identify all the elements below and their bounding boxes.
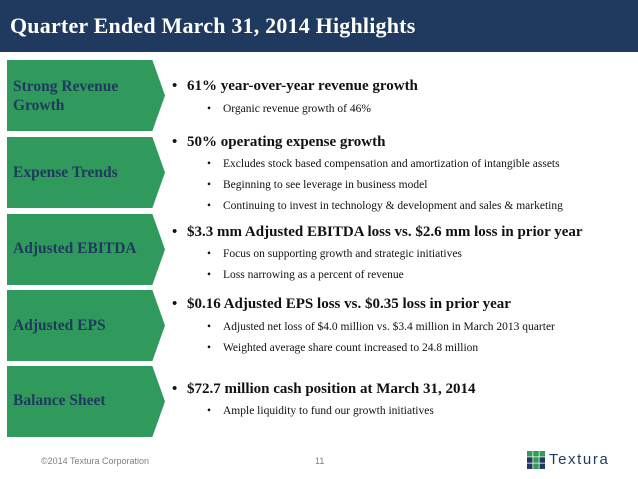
section-headline: 50% operating expense growth	[172, 134, 385, 151]
section-headline: $3.3 mm Adjusted EBITDA loss vs. $2.6 mm…	[172, 224, 583, 241]
section-bullet: Focus on supporting growth and strategic…	[208, 248, 462, 260]
section-bullet: Excludes stock based compensation and am…	[208, 158, 560, 170]
section-bullet: Loss narrowing as a percent of revenue	[208, 269, 404, 281]
section-bullet: Adjusted net loss of $4.0 million vs. $3…	[208, 321, 555, 333]
footer-copyright: ©2014 Textura Corporation	[41, 456, 150, 466]
tab-strong-revenue-growth: Strong Revenue Growth	[7, 60, 165, 131]
section-bullet: Weighted average share count increased t…	[208, 342, 478, 354]
tab-label-line: Expense Trends	[13, 164, 118, 181]
tab-adjusted-eps: Adjusted EPS	[7, 290, 165, 361]
tab-label-line: Strong Revenue	[13, 78, 119, 95]
tab-expense-trends: Expense Trends	[7, 137, 165, 208]
section-headline: 61% year-over-year revenue growth	[172, 78, 418, 95]
tab-label-line: Adjusted EPS	[13, 317, 106, 334]
section-bullet: Continuing to invest in technology & dev…	[208, 200, 563, 212]
tab-label-line: Balance Sheet	[13, 392, 106, 409]
tab-label-line: Growth	[13, 97, 65, 114]
section-headline: $0.16 Adjusted EPS loss vs. $0.35 loss i…	[172, 296, 511, 313]
section-bullet: Ample liquidity to fund our growth initi…	[208, 405, 434, 417]
slide-title: Quarter Ended March 31, 2014 Highlights	[10, 13, 416, 38]
section-bullet: Organic revenue growth of 46%	[208, 103, 371, 115]
logo-text: Textura	[549, 451, 610, 468]
textura-logo-icon	[527, 451, 545, 469]
section-bullet: Beginning to see leverage in business mo…	[208, 179, 427, 191]
tab-balance-sheet: Balance Sheet	[7, 366, 165, 437]
page-number: 11	[315, 456, 325, 466]
tab-adjusted-ebitda: Adjusted EBITDA	[7, 214, 165, 285]
section-headline: $72.7 million cash position at March 31,…	[172, 381, 476, 398]
title-bar: Quarter Ended March 31, 2014 Highlights	[0, 0, 638, 52]
tab-label-line: Adjusted EBITDA	[13, 240, 137, 257]
